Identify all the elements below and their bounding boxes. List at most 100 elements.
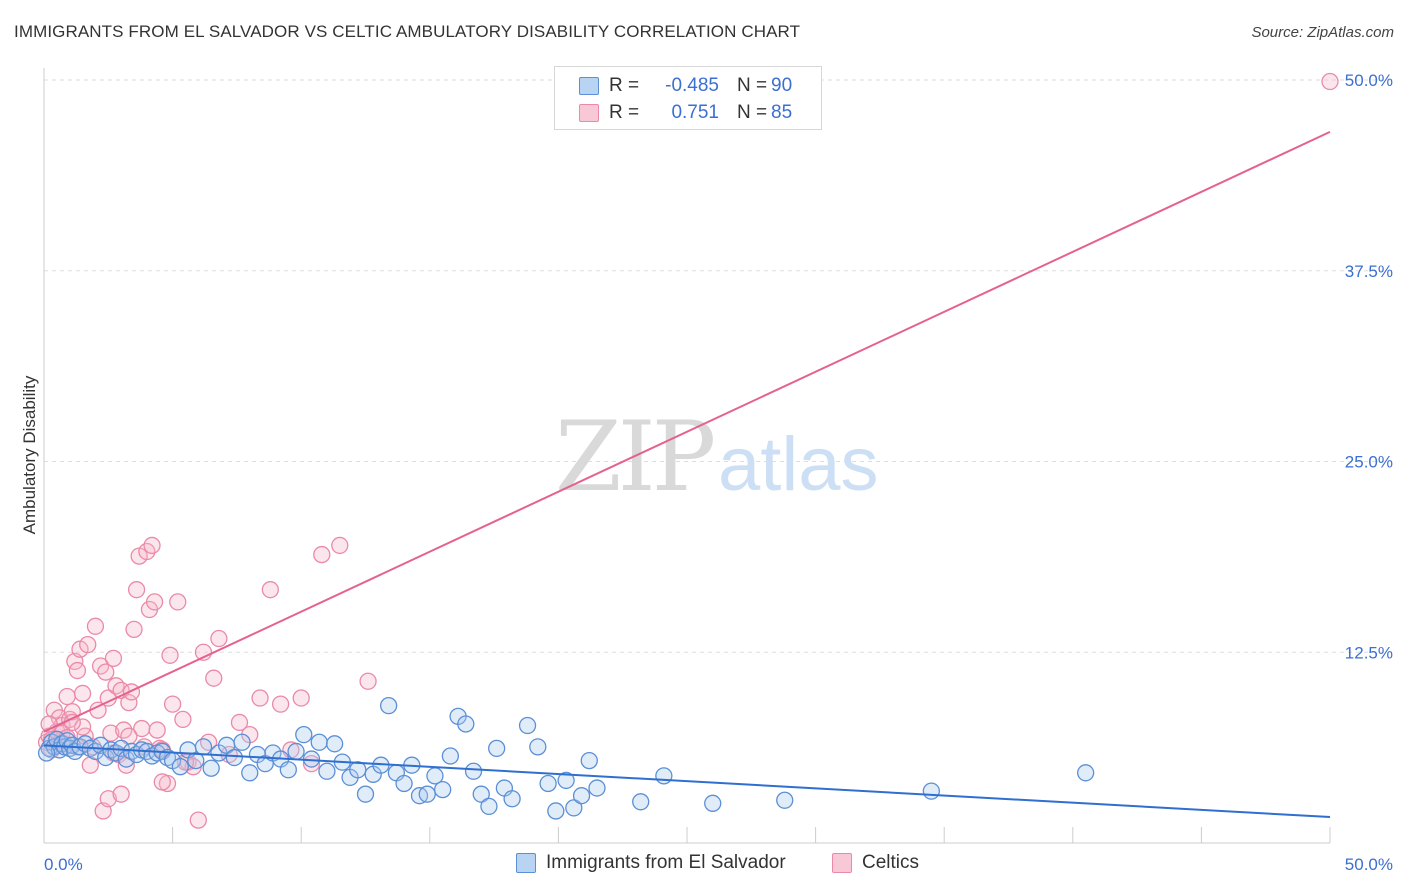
legend-item-celtics: Celtics (832, 852, 919, 874)
data-point (632, 793, 650, 811)
data-point (143, 536, 161, 555)
data-point (225, 748, 243, 767)
y-tick-label: 12.5% (1345, 643, 1393, 662)
data-point (127, 581, 146, 599)
data-point (230, 713, 249, 732)
watermark-atlas: atlas (718, 422, 879, 507)
y-tick-label: 50.0% (1345, 71, 1393, 90)
data-point (261, 581, 279, 599)
data-point (187, 751, 205, 770)
y-tick-label: 25.0% (1345, 453, 1393, 472)
data-point (580, 751, 598, 770)
data-point (120, 693, 138, 712)
data-point (163, 695, 182, 713)
data-point (125, 620, 143, 639)
data-point (349, 761, 367, 779)
data-point (169, 593, 187, 611)
data-point (379, 697, 398, 715)
data-point (359, 672, 377, 690)
data-point (210, 629, 228, 648)
data-point (279, 761, 297, 779)
data-point (102, 724, 120, 742)
data-point (171, 758, 189, 776)
data-point (271, 695, 290, 713)
data-point (104, 649, 123, 668)
data-point (189, 811, 207, 829)
data-point (565, 799, 583, 817)
legend-swatch-blue (579, 77, 599, 95)
y-axis-label: Ambulatory Disability (20, 375, 39, 535)
trend-lines (43, 130, 1331, 819)
x-tick-label: 50.0% (1345, 855, 1393, 874)
correlation-legend: R = -0.485 N = 90 R = 0.751 N = 85 (554, 66, 822, 130)
data-point (158, 748, 177, 767)
data-point (295, 726, 313, 744)
legend-item-el-salvador: Immigrants from El Salvador (516, 852, 786, 874)
axes (43, 68, 1331, 844)
data-point (457, 715, 475, 733)
data-point (310, 733, 328, 751)
data-point (588, 779, 606, 797)
data-point (557, 771, 575, 790)
r-value: 0.751 (671, 102, 719, 123)
gridlines (44, 79, 1392, 653)
data-point (202, 759, 220, 777)
data-point (1077, 764, 1095, 782)
data-point (148, 721, 166, 739)
el-salvador-points (37, 697, 1095, 820)
r-label: R = (609, 75, 640, 96)
data-point (58, 687, 76, 706)
data-point (122, 683, 141, 701)
x-tick-label: 0.0% (44, 855, 83, 874)
data-point (464, 762, 483, 780)
data-point (73, 684, 92, 703)
data-point (99, 790, 117, 808)
data-point (205, 669, 223, 687)
data-point (518, 716, 537, 735)
watermark-zip: ZIP (555, 401, 714, 513)
legend-swatch-pink (832, 853, 852, 873)
data-point (331, 536, 349, 555)
n-value: 85 (771, 102, 793, 123)
data-point (418, 785, 436, 803)
tick-labels: 12.5% 25.0% 37.5% 50.0% 0.0% 50.0% (44, 71, 1393, 874)
data-point (112, 785, 130, 803)
data-point (313, 545, 331, 564)
trend-line-pink (43, 130, 1331, 733)
legend-label: Celtics (862, 852, 920, 873)
data-point (287, 742, 305, 761)
data-point (79, 635, 97, 654)
n-value: 90 (771, 75, 793, 96)
y-tick-label: 37.5% (1345, 262, 1393, 281)
data-point (233, 733, 251, 751)
data-point (356, 785, 375, 803)
data-point (86, 617, 105, 635)
legend-row-el-salvador: R = -0.485 N = 90 (579, 73, 811, 99)
data-point (503, 790, 521, 808)
n-label: N = (737, 102, 768, 123)
legend-label: Immigrants from El Salvador (546, 852, 786, 873)
data-point (153, 773, 171, 791)
data-point (434, 780, 452, 799)
data-point (922, 782, 940, 800)
legend-row-celtics: R = 0.751 N = 85 (579, 100, 811, 126)
data-point (145, 593, 164, 611)
r-value: -0.485 (665, 75, 719, 96)
source-credit: Source: ZipAtlas.com (1251, 24, 1394, 41)
data-point (73, 718, 92, 736)
data-point (395, 774, 413, 793)
legend-swatch-pink (579, 104, 599, 122)
data-point (655, 767, 673, 785)
data-point (572, 787, 591, 805)
data-point (194, 738, 213, 756)
data-point (539, 774, 557, 793)
data-point (37, 744, 56, 762)
data-point (529, 738, 547, 756)
trend-line-blue (43, 744, 1331, 819)
data-point (174, 710, 192, 729)
n-label: N = (737, 75, 768, 96)
data-point (241, 764, 259, 782)
chart-title: IMMIGRANTS FROM EL SALVADOR VS CELTIC AM… (14, 22, 801, 41)
data-point (547, 802, 565, 820)
data-point (292, 689, 310, 707)
